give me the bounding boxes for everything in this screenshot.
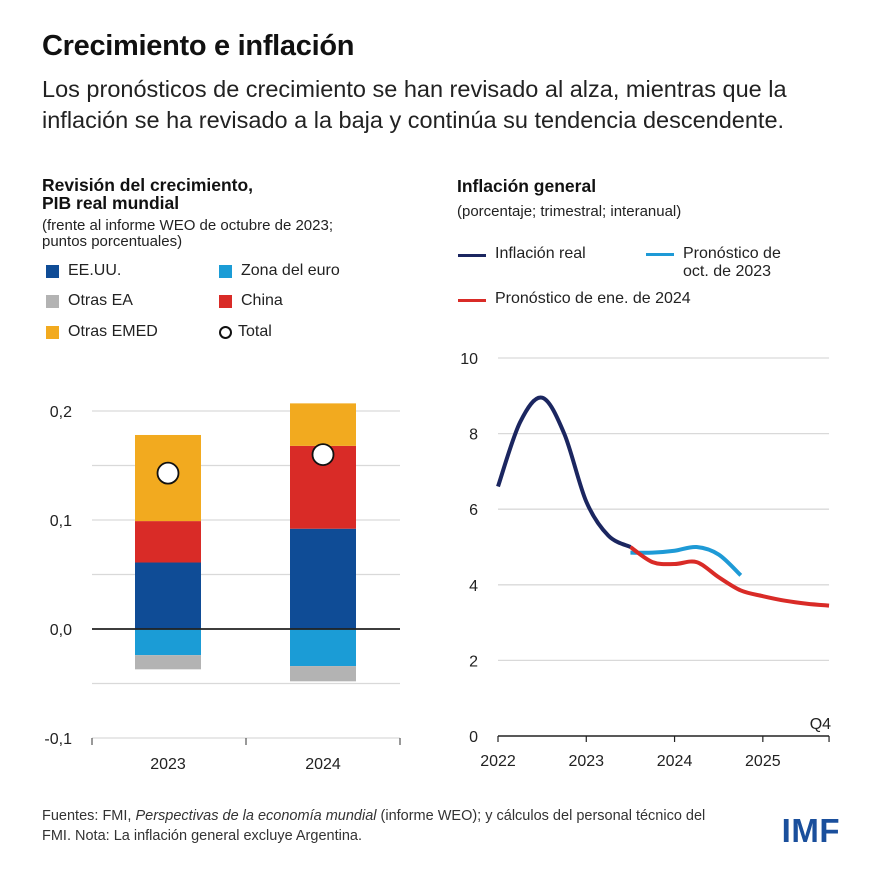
legend-label: Pronóstico de oct. de 2023 xyxy=(683,245,781,281)
legend-swatch-euro-area xyxy=(219,265,232,278)
legend-label: Otras EMED xyxy=(68,323,158,340)
left-chart-title-line2: PIB real mundial xyxy=(42,193,180,213)
bar-y-tick-label: -0,1 xyxy=(44,731,72,748)
line-x-tick-label: 2024 xyxy=(657,753,693,770)
line-x-tick-label: 2025 xyxy=(745,753,781,770)
bar-y-tick-label: 0,0 xyxy=(50,622,72,639)
legend-swatch-china xyxy=(219,295,232,308)
legend-swatch-us xyxy=(46,265,59,278)
imf-logo: IMF xyxy=(781,812,840,849)
line-x-end-label: Q4 xyxy=(810,716,831,733)
total-marker-2023 xyxy=(156,461,180,485)
legend-item-actual-inflation: Inflación real xyxy=(458,245,586,263)
total-circle-icon xyxy=(219,326,232,339)
line-series-pron-stico-de-oct-de-2023 xyxy=(630,544,743,577)
footer-text-cont: (informe WEO); y cálculos del personal t… xyxy=(42,808,706,844)
left-chart-title: Revisión del crecimiento, PIB real mundi… xyxy=(42,176,253,212)
bar-y-tick-label: 0,2 xyxy=(50,404,72,421)
legend-line-actual xyxy=(458,254,486,257)
bar-x-tick-label: 2023 xyxy=(150,756,186,773)
line-series-pron-stico-de-ene-de-2024 xyxy=(629,545,830,608)
footer-text: Fuentes: FMI, xyxy=(42,808,136,824)
bar-segment-otras-ea-2024 xyxy=(290,666,356,682)
legend-label-line2: oct. de 2023 xyxy=(683,263,772,280)
legend-item-other-ae: Otras EA xyxy=(46,292,133,310)
legend-swatch-other-emde xyxy=(46,326,59,339)
bar-y-tick-label: 0,1 xyxy=(50,513,72,530)
legend-line-oct-2023 xyxy=(646,253,674,256)
bar-segment-otras-emed-2024 xyxy=(290,403,356,446)
legend-label-line1: Pronóstico de xyxy=(683,245,781,262)
line-x-tick-label: 2022 xyxy=(480,753,516,770)
line-series-inflaci-n-real xyxy=(496,395,632,549)
bar-segment-zona-del-euro-2024 xyxy=(290,629,356,667)
right-chart-note: (porcentaje; trimestral; interanual) xyxy=(457,203,682,220)
line-y-tick-label: 0 xyxy=(469,729,478,746)
legend-item-china: China xyxy=(219,292,283,310)
page-subtitle: Los pronósticos de crecimiento se han re… xyxy=(42,76,787,133)
total-marker-2024 xyxy=(311,443,335,467)
line-y-tick-label: 6 xyxy=(469,502,478,519)
legend-label: Zona del euro xyxy=(241,262,340,279)
left-chart-note-line1: (frente al informe WEO de octubre de 202… xyxy=(42,217,333,234)
legend-label: EE.UU. xyxy=(68,262,122,279)
page-title: Crecimiento e inflación xyxy=(42,30,355,62)
legend-item-euro-area: Zona del euro xyxy=(219,262,340,280)
legend-item-other-emde: Otras EMED xyxy=(46,323,158,341)
legend-line-jan-2024 xyxy=(458,299,486,302)
bar-x-tick-label: 2024 xyxy=(305,756,341,773)
legend-item-us: EE.UU. xyxy=(46,262,121,280)
legend-item-jan-2024-forecast: Pronóstico de ene. de 2024 xyxy=(458,290,691,308)
footer-italic-text: Perspectivas de la economía mundial xyxy=(135,808,377,824)
legend-label: Pronóstico de ene. de 2024 xyxy=(495,290,691,307)
legend-swatch-other-ae xyxy=(46,295,59,308)
line-x-tick-label: 2023 xyxy=(568,753,604,770)
legend-label: Inflación real xyxy=(495,245,586,262)
legend-label: Total xyxy=(238,323,272,340)
left-chart-note-line2: puntos porcentuales) xyxy=(42,233,183,250)
bar-segment-china-2023 xyxy=(135,521,201,563)
bar-segment-otras-ea-2023 xyxy=(135,655,201,670)
footer-sources: Fuentes: FMI, Perspectivas de la economí… xyxy=(42,806,722,846)
right-chart-title: Inflación general xyxy=(457,176,597,196)
line-y-tick-label: 4 xyxy=(469,578,478,595)
line-y-tick-label: 2 xyxy=(469,653,478,670)
legend-item-oct-2023-forecast: Pronóstico de oct. de 2023 xyxy=(646,245,781,281)
legend-label: China xyxy=(241,292,283,309)
legend-item-total: Total xyxy=(219,323,272,341)
bar-segment-ee-uu--2024 xyxy=(290,528,356,629)
line-y-tick-label: 8 xyxy=(469,427,478,444)
bar-segment-ee-uu--2023 xyxy=(135,562,201,629)
left-chart-note: (frente al informe WEO de octubre de 202… xyxy=(42,218,333,250)
bar-segment-zona-del-euro-2023 xyxy=(135,629,201,656)
line-y-tick-label: 10 xyxy=(460,351,478,368)
left-chart-title-line1: Revisión del crecimiento, xyxy=(42,175,254,195)
legend-label: Otras EA xyxy=(68,292,133,309)
